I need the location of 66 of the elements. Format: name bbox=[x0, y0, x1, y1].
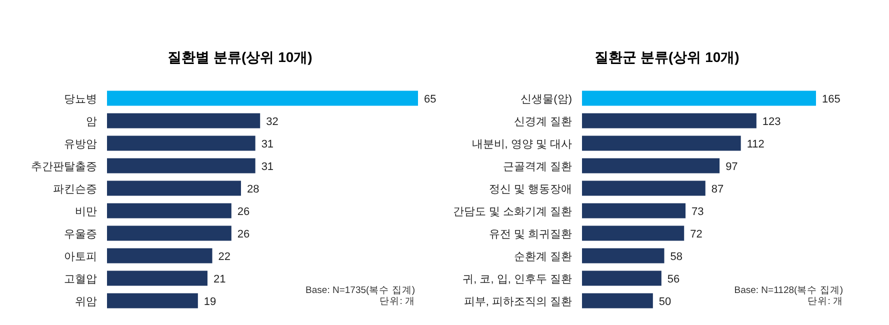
y-tick-label: 신생물(암) bbox=[520, 93, 572, 106]
bar bbox=[107, 180, 241, 196]
bar bbox=[582, 203, 686, 218]
bar bbox=[582, 293, 653, 308]
chart-title: 질환별 분류(상위 10개) bbox=[168, 49, 312, 65]
y-tick-label: 귀, 코, 입, 인후두 질환 bbox=[462, 273, 572, 286]
bar bbox=[107, 203, 232, 218]
data-label: 26 bbox=[237, 206, 250, 218]
bar bbox=[107, 113, 260, 128]
annotation: Base: N=1735(복수 집계) bbox=[306, 285, 415, 296]
bar bbox=[107, 248, 212, 264]
data-label: 31 bbox=[261, 160, 274, 173]
y-tick-label: 간담도 및 소화기계 질환 bbox=[452, 206, 572, 218]
y-tick-label: 정신 및 행동장애 bbox=[488, 183, 572, 196]
data-label: 72 bbox=[690, 228, 702, 240]
data-label: 165 bbox=[822, 93, 840, 106]
chart-title: 질환군 분류(상위 10개) bbox=[594, 49, 740, 65]
bar bbox=[582, 180, 706, 196]
data-label: 123 bbox=[762, 116, 781, 128]
bar bbox=[107, 293, 198, 308]
y-tick-label: 위암 bbox=[75, 296, 97, 308]
bar bbox=[107, 158, 256, 174]
y-tick-label: 암 bbox=[86, 116, 97, 128]
y-tick-label: 당뇨병 bbox=[64, 93, 97, 106]
y-tick-label: 내분비, 영양 및 대사 bbox=[472, 138, 572, 150]
y-tick-label: 피부, 피하조직의 질환 bbox=[464, 296, 572, 308]
y-tick-label: 비만 bbox=[75, 206, 97, 218]
bar bbox=[107, 90, 418, 106]
data-label: 31 bbox=[261, 138, 274, 150]
y-tick-label: 우울증 bbox=[64, 228, 97, 240]
data-label: 58 bbox=[670, 250, 683, 263]
data-label: 97 bbox=[726, 160, 738, 173]
data-label: 56 bbox=[667, 273, 680, 286]
bar bbox=[107, 270, 208, 286]
bar bbox=[582, 158, 720, 174]
annotation: Base: N=1128(복수 집계) bbox=[734, 285, 843, 296]
y-tick-label: 근골격계 질환 bbox=[502, 160, 572, 173]
data-label: 112 bbox=[746, 138, 764, 150]
annotation: 단위: 개 bbox=[380, 296, 415, 307]
data-label: 22 bbox=[218, 250, 231, 263]
data-label: 19 bbox=[204, 296, 216, 308]
bar bbox=[582, 113, 756, 128]
y-tick-label: 고혈압 bbox=[64, 273, 97, 286]
y-tick-label: 유전 및 희귀질환 bbox=[488, 228, 572, 240]
data-label: 65 bbox=[424, 93, 436, 106]
y-tick-label: 추간판탈출증 bbox=[31, 160, 97, 173]
bar bbox=[582, 270, 662, 286]
bar bbox=[107, 136, 256, 151]
bar bbox=[582, 248, 664, 264]
data-label: 87 bbox=[711, 183, 724, 196]
annotation: 단위: 개 bbox=[808, 296, 843, 307]
bar bbox=[582, 136, 741, 151]
data-label: 73 bbox=[692, 206, 704, 218]
y-tick-label: 유방암 bbox=[64, 138, 97, 150]
y-tick-label: 순환계 질환 bbox=[514, 250, 572, 263]
y-tick-label: 아토피 bbox=[64, 250, 97, 263]
data-label: 50 bbox=[658, 296, 672, 308]
data-label: 32 bbox=[266, 116, 278, 128]
y-tick-label: 신경계 질환 bbox=[514, 116, 572, 128]
bar bbox=[107, 226, 232, 241]
y-tick-label: 파킨슨증 bbox=[53, 183, 97, 196]
data-label: 26 bbox=[237, 228, 250, 240]
bar bbox=[582, 90, 816, 106]
bar bbox=[582, 226, 684, 241]
data-label: 21 bbox=[213, 273, 226, 286]
data-label: 28 bbox=[246, 183, 260, 196]
